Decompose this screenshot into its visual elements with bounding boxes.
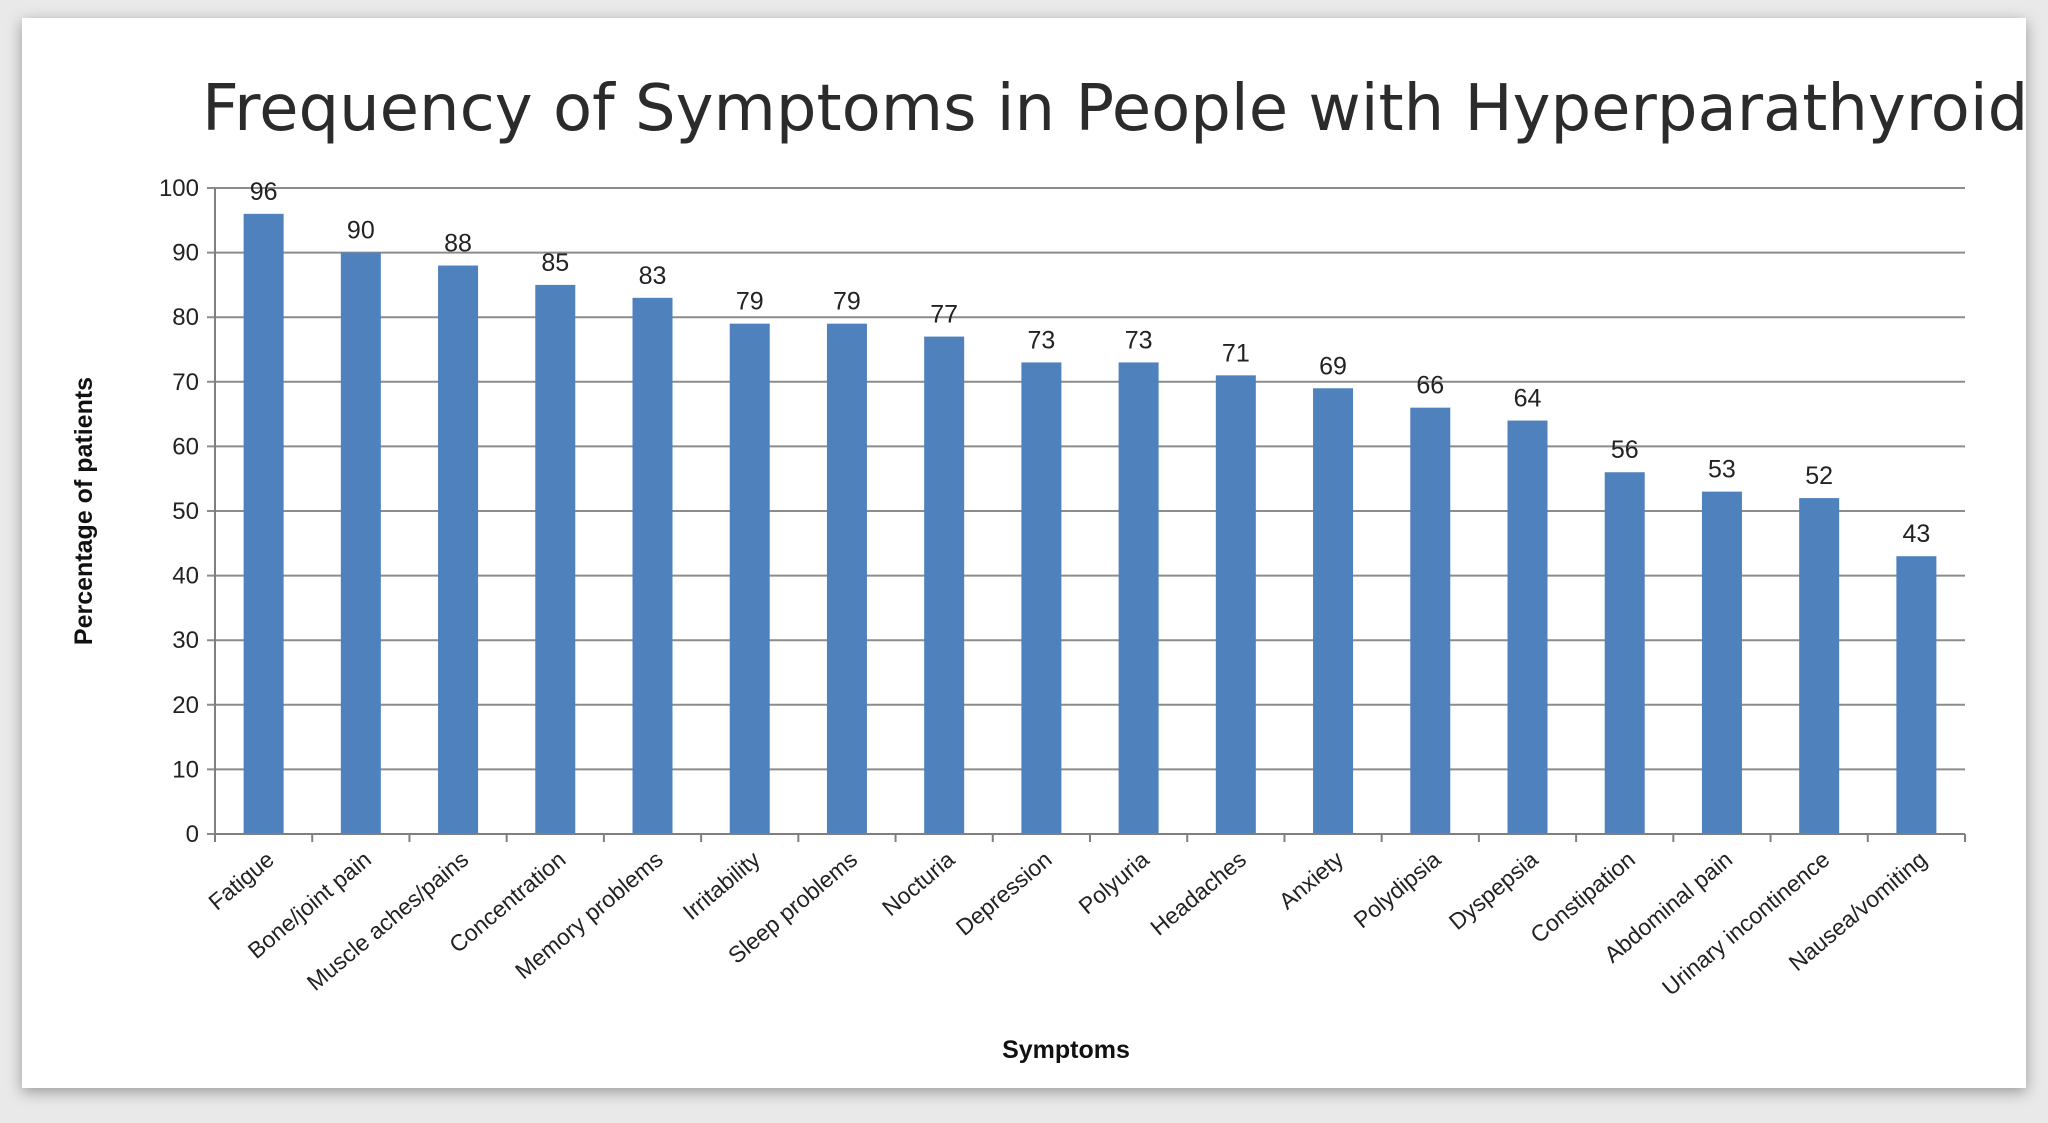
data-label: 73: [1125, 326, 1153, 354]
bar: [1701, 491, 1742, 834]
x-tick-label: Urinary incontinence: [1657, 846, 1834, 1001]
x-tick-label: Headaches: [1145, 846, 1251, 941]
data-label: 43: [1902, 520, 1930, 548]
bars: [243, 213, 1937, 835]
data-label: 77: [930, 301, 958, 329]
y-tick-label: 70: [172, 369, 199, 396]
bar: [340, 252, 381, 835]
data-label: 66: [1416, 372, 1444, 400]
data-label: 73: [1027, 326, 1055, 354]
data-label: 90: [347, 217, 375, 245]
bar: [924, 336, 965, 834]
data-label: 69: [1319, 352, 1347, 380]
x-tick-label: Irritability: [678, 846, 766, 925]
data-label: 79: [736, 288, 764, 316]
bar: [632, 297, 673, 834]
bar: [1507, 420, 1548, 834]
x-tick-label: Polyuria: [1073, 846, 1154, 919]
bar-chart: Frequency of Symptoms in People with Hyp…: [70, 72, 2026, 1064]
y-tick-label: 0: [186, 821, 199, 848]
y-tick-label: 50: [172, 498, 199, 525]
bar: [1313, 388, 1354, 834]
y-tick-label: 30: [172, 627, 199, 654]
bar: [535, 284, 576, 834]
x-tick-label: Depression: [951, 846, 1057, 941]
x-tick-label: Anxiety: [1274, 846, 1349, 915]
data-label: 79: [833, 288, 861, 316]
bar: [438, 265, 479, 834]
chart-title: Frequency of Symptoms in People with Hyp…: [202, 72, 2026, 146]
bar: [1215, 375, 1256, 834]
x-tick-label: Dyspepsia: [1444, 846, 1543, 935]
bar: [1021, 362, 1062, 834]
y-tick-label: 80: [172, 304, 199, 331]
data-label: 53: [1708, 456, 1736, 484]
y-tick-label: 40: [172, 563, 199, 590]
x-tick-label: Polydipsia: [1348, 846, 1445, 933]
data-label: 64: [1514, 385, 1542, 413]
x-tick-label: Fatigue: [203, 846, 278, 915]
bar: [1118, 362, 1159, 834]
data-label: 85: [541, 249, 569, 277]
data-label: 56: [1611, 436, 1639, 464]
data-label: 71: [1222, 339, 1250, 367]
y-tick-label: 20: [172, 692, 199, 719]
bar: [1799, 498, 1840, 834]
bar: [243, 213, 284, 835]
y-tick-label: 90: [172, 240, 199, 267]
gridlines: [207, 187, 1966, 842]
chart-card: Frequency of Symptoms in People with Hyp…: [22, 18, 2026, 1088]
data-label: 96: [250, 178, 278, 206]
y-axis-label: Percentage of patients: [70, 377, 98, 645]
bar: [729, 323, 770, 834]
data-label: 88: [444, 230, 472, 258]
y-tick-labels: 0 10 20 30 40 50 60 70 80 90 100: [159, 175, 199, 848]
bar: [826, 323, 867, 834]
y-tick-label: 60: [172, 433, 199, 460]
x-tick-label: Muscle aches/pains: [302, 846, 473, 996]
y-tick-label: 10: [172, 756, 199, 783]
bar: [1410, 407, 1451, 834]
x-tick-label: Nocturia: [877, 846, 959, 921]
bar: [1896, 556, 1937, 834]
x-axis-label: Symptoms: [1002, 1036, 1130, 1064]
bar: [1604, 472, 1645, 834]
data-label: 52: [1805, 462, 1833, 490]
data-label: 83: [639, 262, 667, 290]
data-labels: 96 90 88 85 83 79 79 77 73 73 71 69 66 64 56 53 52 43: [250, 178, 1931, 548]
y-tick-label: 100: [159, 175, 199, 202]
